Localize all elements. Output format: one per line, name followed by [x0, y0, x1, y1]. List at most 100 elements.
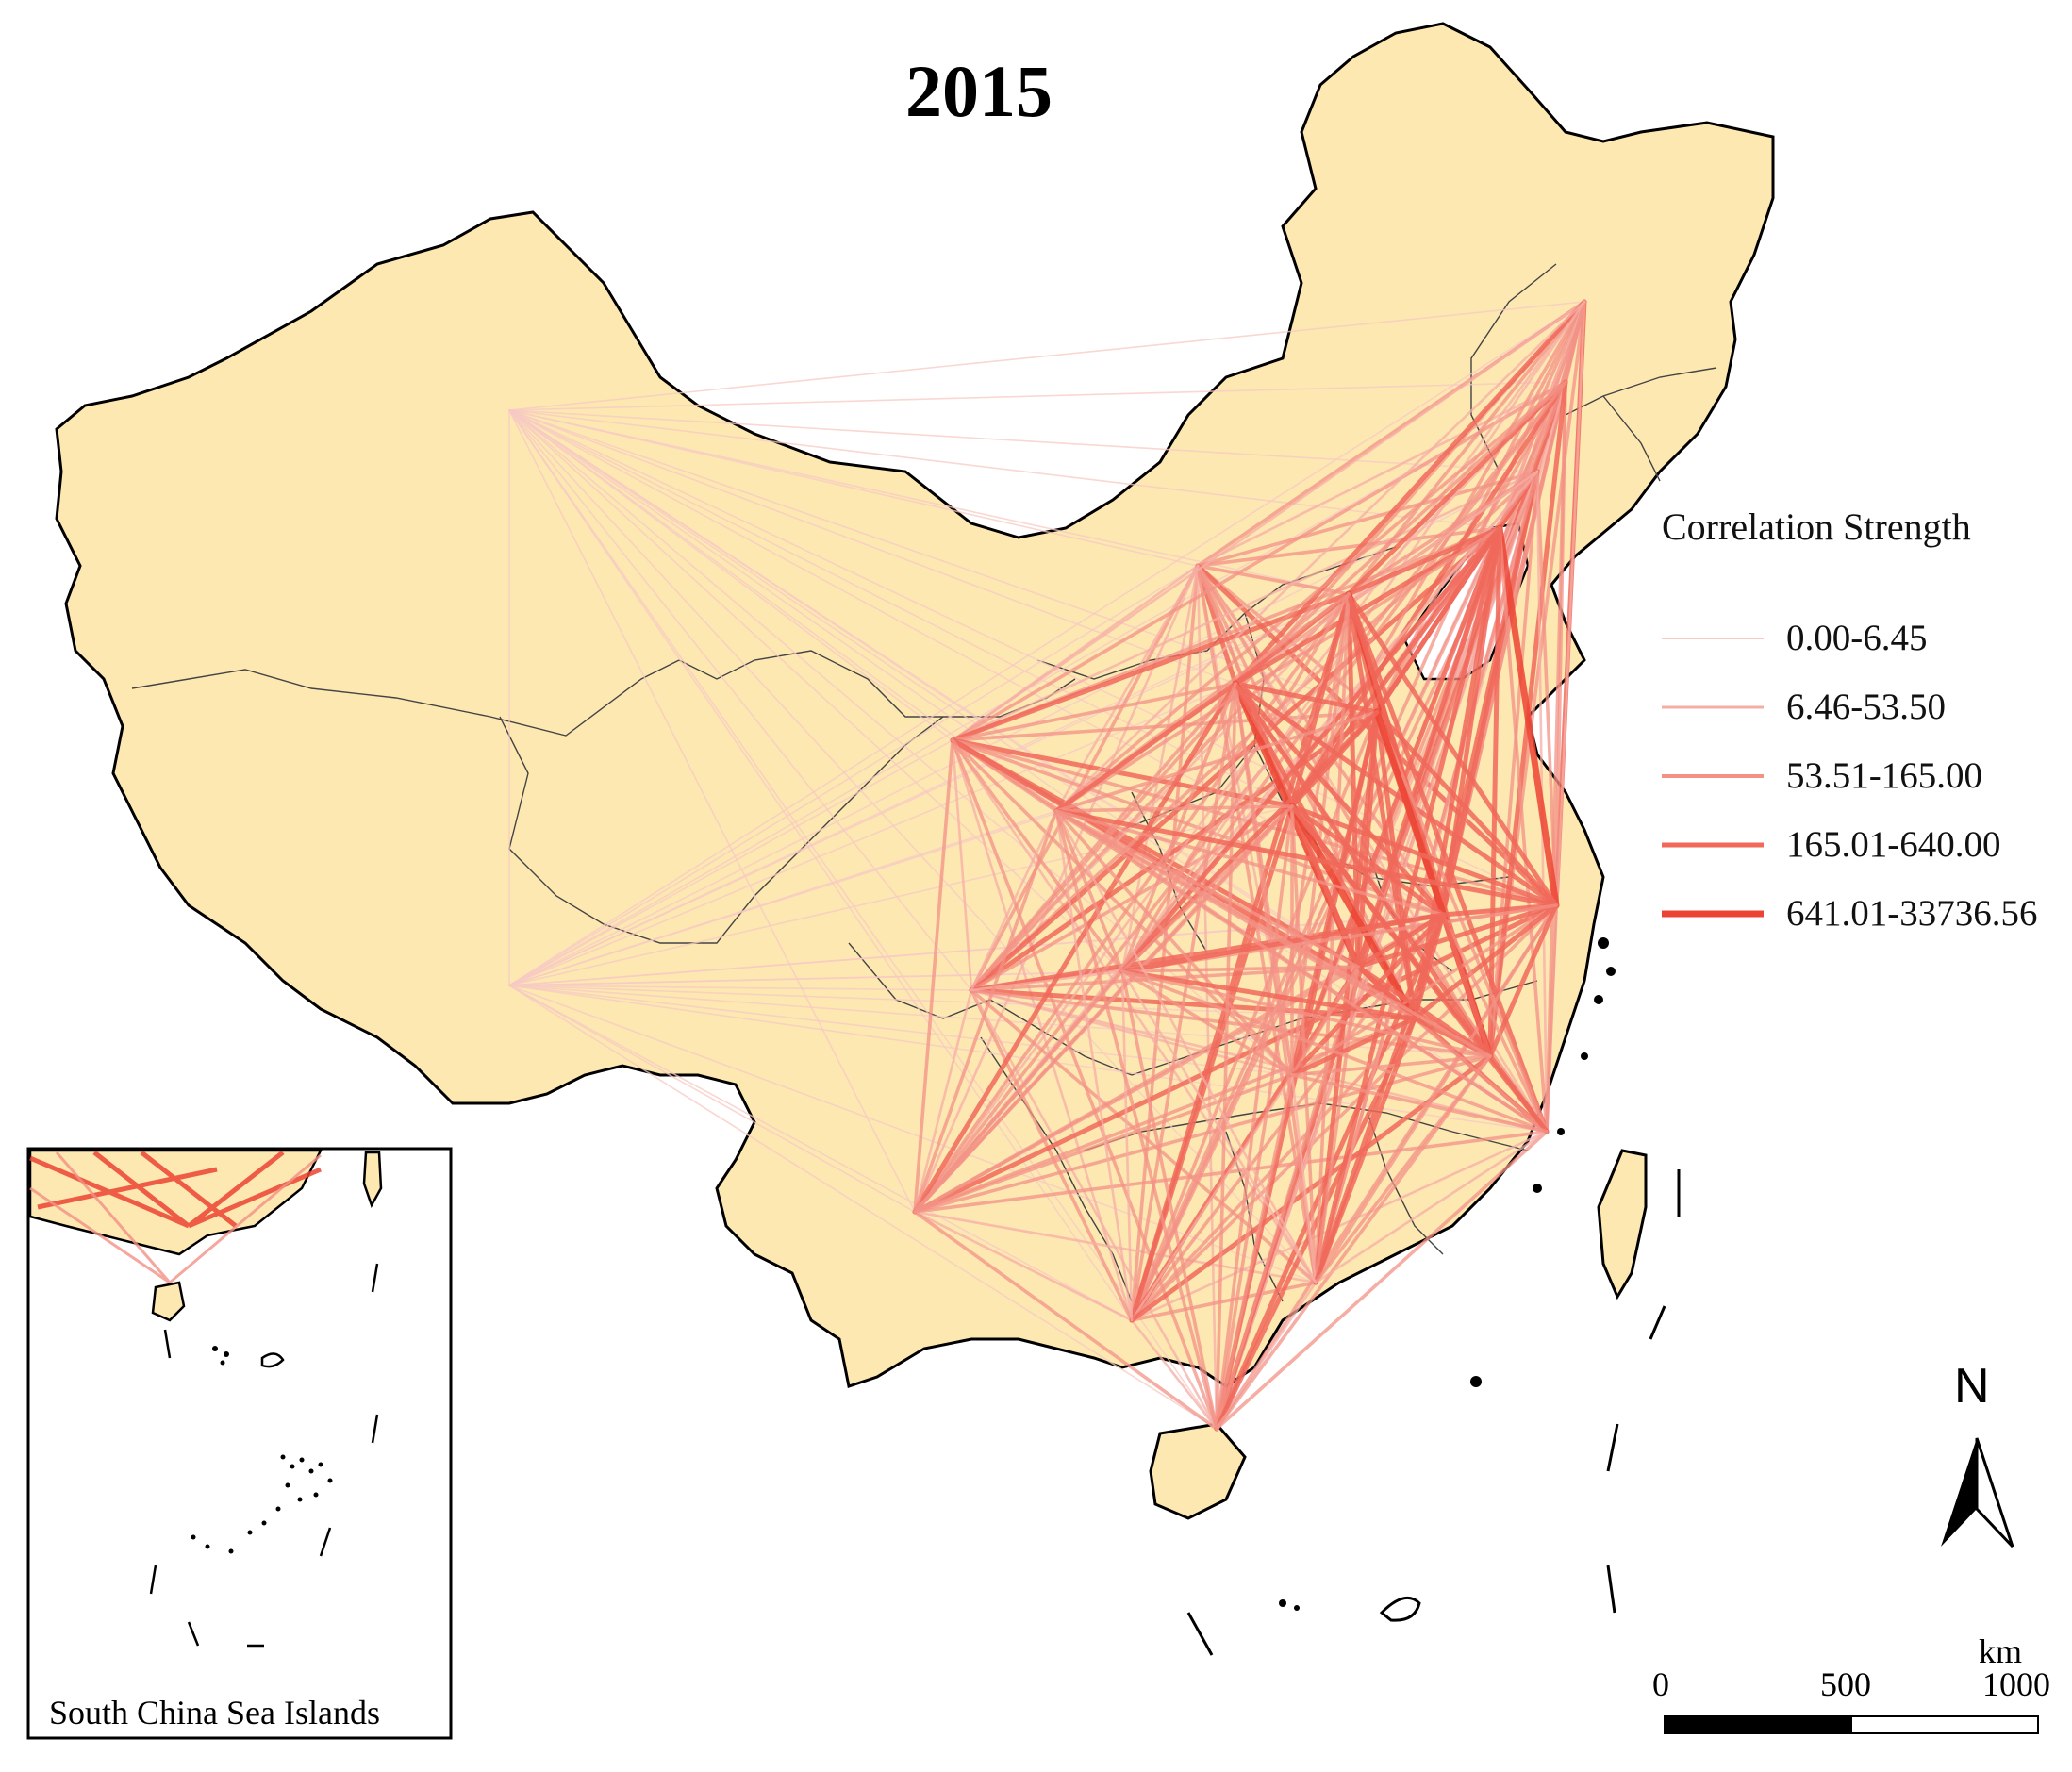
legend-swatch — [1662, 637, 1764, 639]
correlation-line — [951, 738, 973, 992]
correlation-line — [951, 738, 1124, 973]
correlation-line — [1374, 709, 1417, 1021]
correlation-line — [508, 471, 1538, 986]
correlation-line — [1054, 809, 1360, 969]
correlation-line — [1233, 299, 1587, 687]
correlation-line — [913, 1210, 1218, 1431]
correlation-line — [1054, 526, 1501, 813]
correlation-line — [1196, 564, 1492, 1058]
correlation-line — [1288, 803, 1418, 1022]
correlation-line — [1130, 682, 1237, 1322]
correlation-line — [1120, 592, 1351, 973]
correlation-line — [1355, 903, 1559, 969]
correlation-line — [970, 380, 1567, 992]
legend-item: 0.00-6.45 — [1662, 604, 2058, 672]
correlation-line — [1290, 1073, 1549, 1134]
correlation-line — [1487, 1053, 1550, 1134]
correlation-line — [1346, 525, 1502, 597]
correlation-line — [951, 470, 1539, 742]
correlation-line — [508, 409, 1199, 567]
correlation-line — [970, 592, 1351, 992]
correlation-line — [508, 301, 1585, 986]
correlation-line — [969, 525, 1502, 993]
correlation-line — [1215, 965, 1360, 1431]
correlation-line — [508, 985, 1218, 1430]
correlation-line — [1289, 1016, 1417, 1078]
correlation-line — [508, 409, 1123, 972]
legend-label: 165.01-640.00 — [1786, 824, 2001, 865]
correlation-line — [508, 985, 1317, 1283]
legend-item: 165.01-640.00 — [1662, 810, 2058, 879]
correlation-line — [1130, 526, 1501, 1322]
correlation-line — [1234, 682, 1318, 1284]
correlation-line — [1487, 903, 1559, 1059]
correlation-line — [913, 1054, 1492, 1214]
correlation-line — [508, 409, 1236, 685]
correlation-line — [970, 988, 1134, 1322]
correlation-line — [508, 409, 1317, 1283]
correlation-line — [508, 683, 1236, 986]
inset-content — [28, 1149, 383, 1648]
legend-label: 641.01-33736.56 — [1786, 893, 2038, 934]
correlation-line — [1314, 965, 1360, 1284]
correlation-line — [1355, 912, 1446, 969]
correlation-line — [508, 739, 953, 986]
inset-label: South China Sea Islands — [49, 1694, 380, 1731]
correlation-line — [508, 409, 972, 991]
correlation-line — [1412, 903, 1559, 1021]
correlation-line — [508, 985, 1416, 1019]
correlation-line — [1290, 1073, 1318, 1284]
correlation-line — [1545, 380, 1567, 1134]
correlation-line — [1054, 809, 1318, 1284]
correlation-line — [508, 985, 916, 1213]
correlation-line — [1374, 709, 1559, 908]
legend-swatch — [1662, 842, 1764, 847]
legend-item: 53.51-165.00 — [1662, 741, 2058, 810]
correlation-line — [1120, 969, 1549, 1134]
legend-swatch — [1662, 705, 1764, 708]
correlation-line — [1120, 969, 1134, 1322]
correlation-line — [508, 409, 1538, 472]
correlation-line — [508, 985, 972, 991]
correlation-line — [1054, 564, 1200, 813]
map-title: 2015 — [905, 50, 1053, 132]
correlation-line — [1120, 969, 1294, 1077]
correlation-line — [913, 988, 973, 1214]
correlation-line — [1233, 681, 1380, 715]
legend-label: 6.46-53.50 — [1786, 687, 1946, 727]
legend-label: 0.00-6.45 — [1786, 618, 1928, 658]
correlation-line — [1545, 903, 1558, 1134]
north-label: N — [1954, 1359, 1990, 1414]
correlation-line — [1375, 710, 1549, 1134]
correlation-line — [1346, 591, 1559, 908]
correlation-line — [1440, 912, 1493, 1059]
correlation-line — [1054, 809, 1294, 1077]
correlation-line — [1233, 681, 1559, 908]
correlation-line — [1289, 803, 1559, 908]
correlation-line — [951, 300, 1586, 742]
correlation-line — [1053, 681, 1238, 814]
correlation-line — [1119, 525, 1502, 974]
correlation-line — [1233, 525, 1502, 687]
correlation-line — [1290, 1054, 1492, 1077]
correlation-line — [508, 805, 1293, 986]
legend-item: 6.46-53.50 — [1662, 672, 2058, 741]
correlation-line — [1120, 965, 1360, 973]
correlation-line — [1054, 710, 1379, 813]
correlation-line — [1314, 1054, 1492, 1284]
correlation-line — [1289, 912, 1446, 1078]
legend-item: 641.01-33736.56 — [1662, 879, 2058, 948]
legend-swatch — [1662, 773, 1764, 778]
scale-tick-1000: 1000 — [1982, 1665, 2050, 1703]
correlation-line — [1054, 809, 1218, 1431]
correlation-line — [913, 564, 1200, 1214]
legend-swatch — [1662, 910, 1764, 917]
legend-title: Correlation Strength — [1662, 505, 1971, 548]
correlation-line — [1412, 525, 1502, 1021]
correlation-line — [913, 592, 1351, 1214]
scale-bar — [1664, 1715, 2039, 1734]
correlation-line — [1054, 809, 1549, 1134]
correlation-line — [1130, 1318, 1218, 1431]
correlation-line — [508, 409, 1557, 906]
correlation-line — [1215, 1130, 1549, 1431]
